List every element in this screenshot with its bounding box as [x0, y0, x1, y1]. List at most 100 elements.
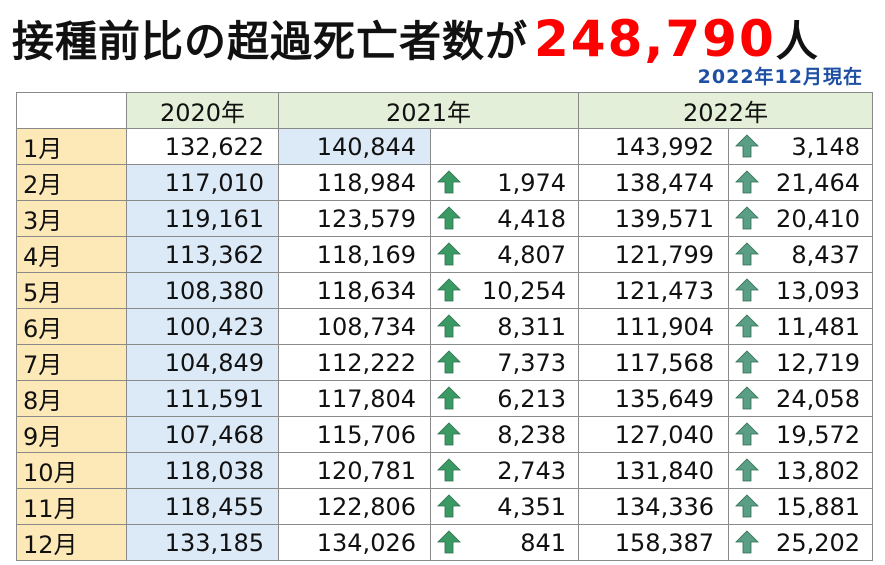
table-row: 2月 117,010 118,984 1,974 138,474 21,464: [16, 164, 874, 201]
increase-2022-cell-value: 8,437: [791, 240, 861, 269]
deaths-2022-cell: 158,387: [578, 524, 730, 561]
increase-2022-cell: 3,148: [728, 128, 874, 165]
increase-2022-cell-value: 11,481: [776, 312, 861, 341]
header-corner-cell: [16, 92, 127, 129]
up-arrow-icon: [735, 206, 759, 230]
deaths-2022-cell: 131,840: [578, 452, 730, 489]
deaths-2020-cell: 104,849: [126, 344, 279, 381]
deaths-2021-cell: 118,634: [278, 272, 431, 309]
up-arrow-icon: [437, 206, 461, 230]
month-label: 7月: [16, 344, 127, 381]
up-arrow-icon: [735, 530, 759, 554]
increase-2021-cell-value: 4,807: [497, 240, 567, 269]
increase-2021-cell-value: 6,213: [497, 384, 567, 413]
increase-2021-cell-value: 7,373: [497, 348, 567, 377]
increase-2021-cell-value: 1,974: [497, 168, 567, 197]
deaths-2021-cell: 108,734: [278, 308, 431, 345]
increase-2021-cell: 8,238: [429, 416, 580, 453]
deaths-2021-cell: 118,169: [278, 236, 431, 273]
table-row: 3月 119,161 123,579 4,418 139,571 20,410: [16, 200, 874, 237]
month-label: 6月: [16, 308, 127, 345]
increase-2021-cell: 10,254: [429, 272, 580, 309]
title-prefix: 接種前比の超過死亡者数が: [12, 17, 529, 66]
increase-2021-cell: 4,807: [429, 236, 580, 273]
month-label: 4月: [16, 236, 127, 273]
deaths-2020-cell: 100,423: [126, 308, 279, 345]
increase-2021-cell: 6,213: [429, 380, 580, 417]
increase-2021-cell-value: 8,238: [497, 420, 567, 449]
up-arrow-icon: [735, 242, 759, 266]
increase-2021-cell-value: 4,418: [497, 204, 567, 233]
increase-2022-cell: 12,719: [728, 344, 874, 381]
month-label: 9月: [16, 416, 127, 453]
table-row: 7月 104,849 112,222 7,373 117,568 12,719: [16, 344, 874, 381]
increase-2022-cell: 19,572: [728, 416, 874, 453]
increase-2022-cell-value: 19,572: [776, 420, 861, 449]
up-arrow-icon: [437, 350, 461, 374]
increase-2021-cell-value: 10,254: [482, 276, 567, 305]
table-row: 10月 118,038 120,781 2,743 131,840 13,802: [16, 452, 874, 489]
increase-2021-cell-value: 841: [520, 528, 567, 557]
up-arrow-icon: [437, 386, 461, 410]
month-label: 3月: [16, 200, 127, 237]
up-arrow-icon: [735, 134, 759, 158]
increase-2022-cell-value: 15,881: [776, 492, 861, 521]
increase-2022-cell-value: 24,058: [776, 384, 861, 413]
deaths-2022-cell: 134,336: [578, 488, 730, 525]
up-arrow-icon: [735, 350, 759, 374]
header-2022: 2022年: [578, 92, 874, 129]
increase-2022-cell: 15,881: [728, 488, 874, 525]
increase-2022-cell: 13,802: [728, 452, 874, 489]
increase-2022-cell-value: 20,410: [776, 204, 861, 233]
table-row: 12月 133,185 134,026 841 158,387 25,202: [16, 524, 874, 561]
table-row: 6月 100,423 108,734 8,311 111,904 11,481: [16, 308, 874, 345]
excess-deaths-table: 2020年 2021年 2022年 1月 132,622 140,844 143,99…: [16, 92, 874, 561]
deaths-2021-cell: 122,806: [278, 488, 431, 525]
deaths-2022-cell: 135,649: [578, 380, 730, 417]
increase-2021-cell: 2,743: [429, 452, 580, 489]
month-label: 1月: [16, 128, 127, 165]
table-row: 9月 107,468 115,706 8,238 127,040 19,572: [16, 416, 874, 453]
table-row: 4月 113,362 118,169 4,807 121,799 8,437: [16, 236, 874, 273]
increase-2021-cell-value: 2,743: [497, 456, 567, 485]
title-total-number: 248,790: [534, 10, 776, 68]
deaths-2020-cell: 119,161: [126, 200, 279, 237]
increase-2021-cell: [429, 128, 580, 165]
deaths-2022-cell: 117,568: [578, 344, 730, 381]
increase-2022-cell-value: 12,719: [776, 348, 861, 377]
up-arrow-icon: [735, 422, 759, 446]
up-arrow-icon: [735, 458, 759, 482]
increase-2021-cell: 7,373: [429, 344, 580, 381]
deaths-2021-cell: 134,026: [278, 524, 431, 561]
deaths-2021-cell: 140,844: [278, 128, 431, 165]
header-2020: 2020年: [126, 92, 279, 129]
increase-2022-cell-value: 13,802: [776, 456, 861, 485]
increase-2021-cell: 4,351: [429, 488, 580, 525]
deaths-2020-cell: 118,038: [126, 452, 279, 489]
up-arrow-icon: [437, 458, 461, 482]
up-arrow-icon: [735, 494, 759, 518]
deaths-2020-cell: 107,468: [126, 416, 279, 453]
increase-2021-cell-value: 4,351: [497, 492, 567, 521]
increase-2021-cell-value: 8,311: [497, 312, 567, 341]
increase-2022-cell-value: 13,093: [776, 276, 861, 305]
increase-2022-cell: 24,058: [728, 380, 874, 417]
increase-2022-cell: 8,437: [728, 236, 874, 273]
month-label: 5月: [16, 272, 127, 309]
deaths-2022-cell: 111,904: [578, 308, 730, 345]
increase-2022-cell-value: 21,464: [776, 168, 861, 197]
increase-2022-cell: 11,481: [728, 308, 874, 345]
increase-2022-cell-value: 25,202: [776, 528, 861, 557]
up-arrow-icon: [437, 530, 461, 554]
up-arrow-icon: [437, 314, 461, 338]
deaths-2021-cell: 120,781: [278, 452, 431, 489]
increase-2022-cell: 13,093: [728, 272, 874, 309]
month-label: 8月: [16, 380, 127, 417]
up-arrow-icon: [437, 242, 461, 266]
deaths-2022-cell: 121,799: [578, 236, 730, 273]
table-header-row: 2020年 2021年 2022年: [16, 92, 874, 129]
header-2021: 2021年: [277, 92, 580, 129]
deaths-2020-cell: 113,362: [126, 236, 279, 273]
deaths-2022-cell: 139,571: [578, 200, 730, 237]
as-of-date: 2022年12月現在: [697, 66, 863, 88]
